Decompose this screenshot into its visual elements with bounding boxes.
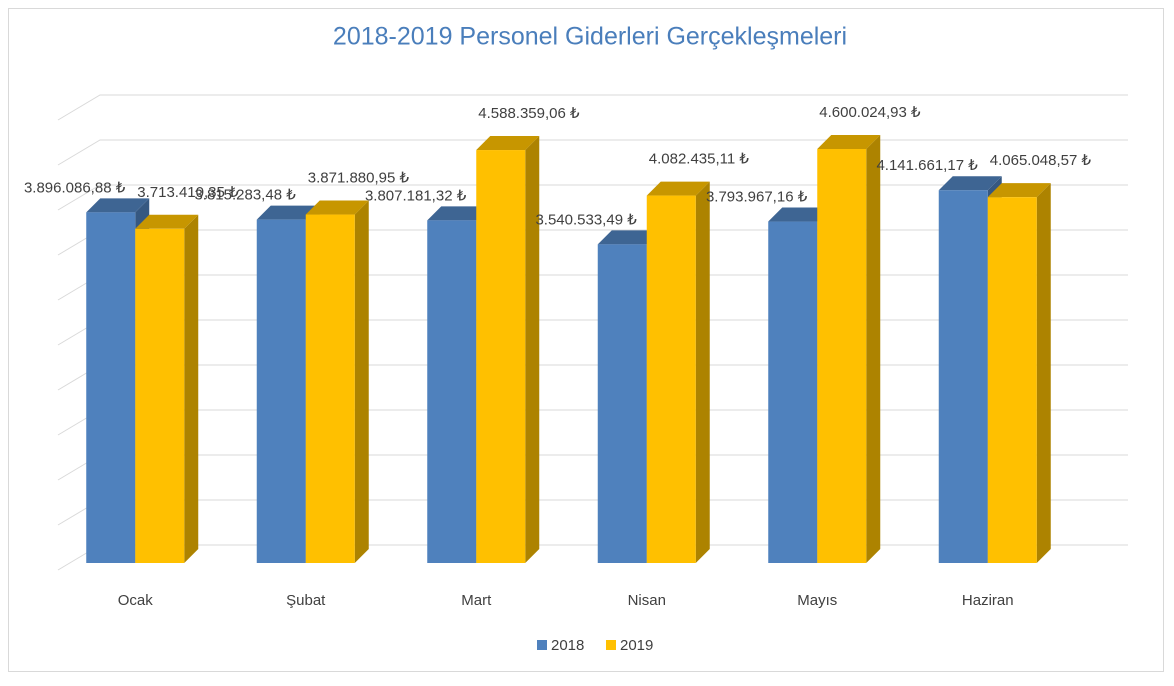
bar-top <box>646 181 710 196</box>
bar-side <box>1036 183 1051 563</box>
bar <box>768 221 818 563</box>
data-label: 4.588.359,06 ₺ <box>478 105 580 122</box>
bar <box>987 197 1037 563</box>
data-label: 4.082.435,11 ₺ <box>649 151 750 168</box>
data-label: 3.713.410,35 ₺ <box>137 184 239 201</box>
grid-line <box>57 139 1128 166</box>
x-tick-label: Nisan <box>628 592 666 609</box>
data-label: 3.540.533,49 ₺ <box>535 211 637 228</box>
bar-top <box>135 214 199 229</box>
data-label: 3.896.086,88 ₺ <box>24 179 126 196</box>
bar-side <box>695 181 710 563</box>
bar <box>427 220 477 563</box>
bar <box>597 244 647 563</box>
bar-top <box>768 207 832 222</box>
bar <box>256 219 306 563</box>
bar <box>305 214 355 564</box>
bar-top <box>987 183 1051 198</box>
bar-top <box>938 176 1002 191</box>
bar-top <box>305 200 369 215</box>
bar-side <box>184 214 199 563</box>
data-label: 3.815.283,48 ₺ <box>194 187 296 204</box>
legend-label: 2018 <box>551 637 584 654</box>
data-label: 3.793.967,16 ₺ <box>706 189 808 206</box>
x-tick-label: Şubat <box>286 592 326 609</box>
bar-top <box>817 134 881 149</box>
grid-line <box>57 94 1128 121</box>
legend-swatch <box>606 640 616 650</box>
bar-side <box>866 134 881 564</box>
bar <box>646 195 696 563</box>
bar-side <box>354 200 369 564</box>
bar <box>817 148 867 564</box>
bar-top <box>597 230 661 245</box>
data-label: 4.600.024,93 ₺ <box>819 104 921 121</box>
legend-swatch <box>537 640 547 650</box>
bar <box>135 228 185 563</box>
data-label: 3.871.880,95 ₺ <box>308 169 410 186</box>
data-label: 4.065.048,57 ₺ <box>990 152 1092 169</box>
x-tick-label: Ocak <box>118 592 154 609</box>
chart-title: 2018-2019 Personel Giderleri Gerçekleşme… <box>333 23 847 51</box>
data-label: 3.807.181,32 ₺ <box>365 187 467 204</box>
data-label: 4.141.661,17 ₺ <box>876 157 978 174</box>
bar-side <box>525 136 540 564</box>
bar-top <box>476 136 540 151</box>
legend-label: 2019 <box>620 637 653 654</box>
x-tick-label: Haziran <box>962 592 1014 609</box>
bar-top <box>427 206 491 221</box>
bar <box>476 150 526 564</box>
bar-top <box>256 205 320 220</box>
bar <box>938 190 988 563</box>
bar <box>86 212 136 564</box>
x-tick-label: Mayıs <box>797 592 837 609</box>
bar-top <box>86 198 150 213</box>
grid-line <box>57 184 1128 211</box>
x-tick-label: Mart <box>461 592 492 609</box>
